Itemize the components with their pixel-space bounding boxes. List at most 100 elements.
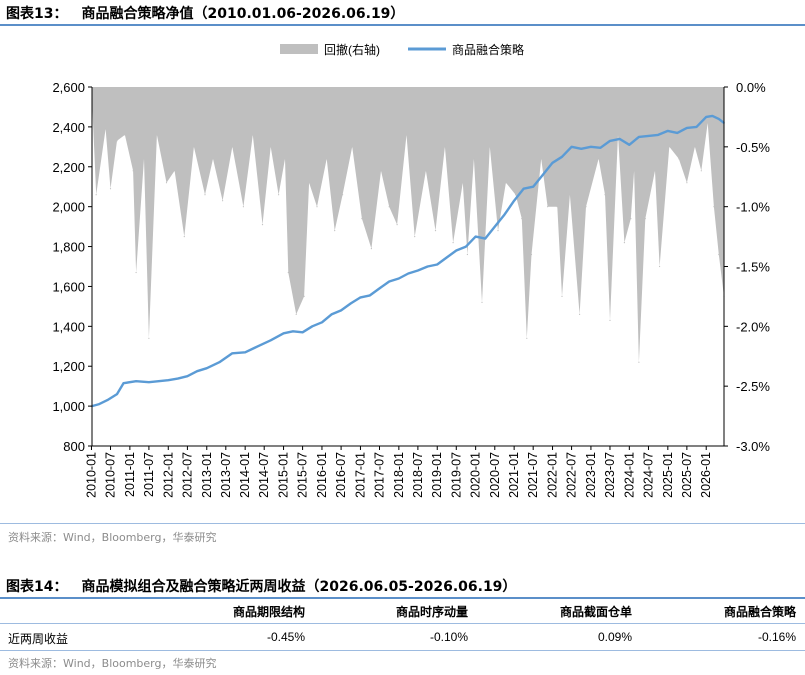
drawdown-point [287, 271, 289, 274]
strategy-point [436, 263, 439, 266]
x-tick-label: 2025-01 [661, 452, 675, 498]
x-tick-label: 2023-01 [584, 452, 598, 498]
strategy-point [135, 380, 137, 383]
strategy-point [98, 403, 100, 405]
strategy-point [580, 148, 583, 150]
left-y-tick-label: 2,000 [52, 200, 85, 215]
drawdown-point [316, 206, 318, 208]
drawdown-point [569, 194, 571, 196]
strategy-point [378, 287, 381, 290]
strategy-point [269, 339, 272, 342]
drawdown-point [165, 182, 168, 184]
x-tick-label: 2018-01 [392, 452, 406, 498]
drawdown-point [694, 146, 696, 148]
strategy-point [282, 332, 285, 335]
drawdown-point [303, 295, 305, 297]
drawdown-point [526, 337, 528, 339]
left-y-tick-label: 1,200 [52, 359, 85, 374]
figure13-bottom-rule [0, 523, 805, 524]
drawdown-point [497, 230, 499, 232]
drawdown-point [633, 170, 635, 172]
strategy-point [618, 138, 621, 140]
drawdown-point [370, 248, 372, 250]
x-tick-label: 2013-01 [200, 452, 214, 498]
x-tick-label: 2020-01 [469, 452, 483, 498]
strategy-point [657, 134, 659, 136]
drawdown-point [109, 188, 112, 190]
figure13-title: 图表13： 商品融合策略净值（2010.01.06-2026.06.19） [6, 3, 404, 23]
strategy-point [231, 352, 234, 355]
x-tick-label: 2011-07 [142, 452, 156, 497]
drawdown-point [334, 230, 336, 232]
drawdown-point [556, 206, 558, 208]
drawdown-point [521, 218, 523, 220]
drawdown-point [598, 158, 600, 160]
strategy-point [407, 272, 410, 275]
x-tick-label: 2023-07 [603, 452, 617, 498]
figure14-title: 图表14： 商品模拟组合及融合策略近两周收益（2026.06.05-2026.06… [6, 576, 516, 596]
drawdown-area [92, 87, 724, 363]
drawdown-point [252, 134, 254, 136]
drawdown-point [540, 158, 542, 160]
drawdown-point [222, 200, 224, 202]
table-cell-ts-momentum: -0.10% [429, 630, 468, 644]
drawdown-point [623, 242, 626, 244]
strategy-point [705, 116, 707, 118]
table-header-term-structure: 商品期限结构 [232, 605, 305, 619]
drawdown-point [295, 313, 297, 315]
x-tick-label: 2019-01 [430, 452, 444, 498]
strategy-point [503, 213, 506, 216]
drawdown-point [193, 146, 195, 148]
x-tick-label: 2020-07 [488, 452, 502, 498]
drawdown-point [707, 122, 709, 124]
drawdown-point [481, 301, 483, 303]
table-cell-cs-warehouse: 0.09% [597, 630, 632, 644]
x-axis-labels: 2010-01 2010-07 2011-01 2011-07 2012-01 2012-… [84, 452, 713, 498]
drawdown-point [156, 134, 158, 136]
x-tick-label: 2014-07 [257, 452, 271, 498]
legend-drawdown-swatch [280, 44, 318, 54]
x-tick-label: 2024-07 [641, 452, 655, 498]
drawdown-point [444, 146, 446, 148]
strategy-point [417, 269, 419, 272]
table-cell-term-structure: -0.45% [266, 630, 305, 644]
strategy-point [340, 309, 342, 312]
strategy-point [398, 277, 400, 280]
strategy-point [186, 375, 189, 378]
x-tick-label: 2024-01 [622, 452, 636, 498]
x-tick-label: 2021-07 [526, 452, 540, 498]
table-cell-fusion-strategy: -0.16% [757, 630, 796, 644]
drawdown-point [473, 158, 475, 160]
drawdown-point [396, 224, 398, 226]
chart-axes [88, 86, 728, 450]
x-tick-label: 2010-01 [84, 452, 98, 498]
strategy-point [292, 330, 294, 333]
x-tick-label: 2022-07 [565, 452, 579, 498]
legend-drawdown-label: 回撤(右轴) [324, 42, 380, 57]
strategy-point [628, 144, 631, 146]
left-y-tick-label: 2,400 [52, 120, 85, 135]
strategy-point [686, 127, 688, 129]
drawdown-point [434, 230, 437, 232]
x-tick-label: 2015-07 [296, 452, 310, 498]
drawdown-point [116, 140, 118, 142]
drawdown-point [505, 182, 507, 184]
drawdown-point [638, 361, 640, 363]
drawdown-point [530, 253, 533, 256]
x-tick-label: 2022-01 [546, 452, 560, 498]
right-y-tick-label: -2.5% [736, 379, 770, 394]
strategy-point [218, 361, 221, 364]
figure14-source: 资料来源：Wind，Bloomberg，华泰研究 [8, 657, 217, 670]
strategy-point [484, 237, 487, 240]
figure14-top-rule [0, 597, 805, 599]
figure13-top-rule [0, 24, 805, 26]
strategy-point [465, 245, 467, 248]
strategy-point [388, 280, 391, 283]
strategy-point [206, 367, 208, 370]
drawdown-point [547, 206, 549, 208]
right-y-tick-label: -1.5% [736, 260, 770, 275]
drawdown-point [668, 146, 670, 148]
strategy-point [647, 135, 650, 137]
x-tick-label: 2012-01 [161, 452, 175, 498]
strategy-point [122, 382, 125, 385]
